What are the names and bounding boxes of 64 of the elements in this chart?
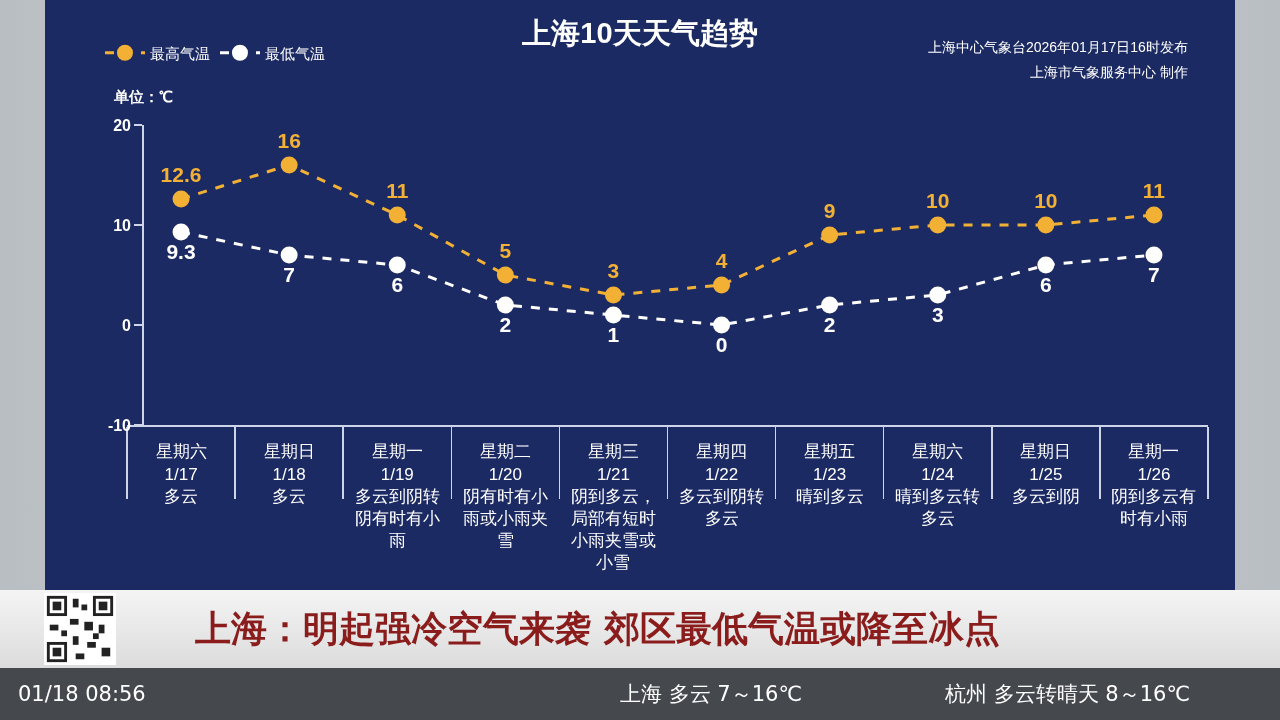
y-tick-label: -10 [107,416,132,434]
point [496,266,514,284]
data-label: 1 [607,323,620,347]
data-label: 6 [1040,273,1052,297]
point [929,216,947,234]
data-label: 6 [391,273,404,297]
x-tick-label: 星期一 1/19 多云到阴转阴有时有小雨 [354,442,440,550]
x-tick-label: 星期三 1/21 阴到多云，局部有短时小雨夹雪或小雪 [570,442,656,572]
y-tick-label: 0 [122,316,132,334]
data-label: 0 [715,333,728,357]
legend-label: 最高气温 [149,44,210,62]
point [172,223,190,241]
x-tick-label: 星期六 1/17 多云 [155,442,207,506]
x-tick-label: 星期一 1/26 阴到多云有时有小雨 [1111,442,1197,528]
chart-title: 上海10天天气趋势 [521,17,758,50]
point [280,156,298,174]
text: 上海中心气象台2026年01月17日16时发布 [928,39,1188,55]
point [821,226,839,244]
data-label: 4 [715,249,728,273]
x-tick-label: 星期四 1/22 多云到阴转多云 [679,442,765,528]
point [496,296,514,314]
y-tick-label: 10 [113,216,132,234]
legend-label: 最低气温 [264,44,325,62]
point [713,316,731,334]
data-label: 11 [1142,179,1166,203]
point [172,190,190,208]
data-label: 12.6 [160,163,202,187]
point [280,246,298,264]
point [604,286,622,304]
data-label: 7 [283,263,295,287]
text: 01/18 08:56 [18,681,146,708]
data-label: 3 [607,259,620,283]
data-label: 5 [499,239,512,263]
data-label: 10 [1034,189,1058,213]
point [388,206,406,224]
point [1145,206,1163,224]
x-tick-label: 星期日 1/18 多云 [263,442,315,506]
data-label: 11 [386,179,409,203]
data-label: 2 [499,313,512,337]
data-label: 10 [926,189,950,213]
point [1037,256,1055,274]
text: 杭州 多云转晴天 8～16℃ [945,681,1191,708]
x-tick-label: 星期五 1/23 晴到多云 [795,442,864,506]
x-tick-label: 星期日 1/25 多云到阴 [1011,442,1080,506]
data-label: 2 [823,313,836,337]
headline-bar: 上海：明起强冷空气来袭 郊区最低气温或降至冰点 [0,590,1280,668]
point [929,286,947,304]
x-tick-label: 星期六 1/24 晴到多云转多云 [895,442,981,528]
data-label: 9 [823,199,836,223]
y-axis-title: 单位：℃ [113,88,173,105]
text: 上海 多云 7～16℃ [620,681,803,708]
point [821,296,839,314]
point [1145,246,1163,264]
text: 上海市气象服务中心 制作 [1030,64,1188,80]
y-tick-label: 20 [113,116,132,134]
data-label: 16 [277,129,301,153]
point [1037,216,1055,234]
point [388,256,406,274]
data-label: 7 [1148,263,1160,287]
data-label: 9.3 [166,240,196,264]
data-label: 3 [931,303,944,327]
point [604,306,622,324]
point [713,276,731,294]
x-tick-label: 星期二 1/20 阴有时有小雨或小雨夹雪 [462,442,548,550]
